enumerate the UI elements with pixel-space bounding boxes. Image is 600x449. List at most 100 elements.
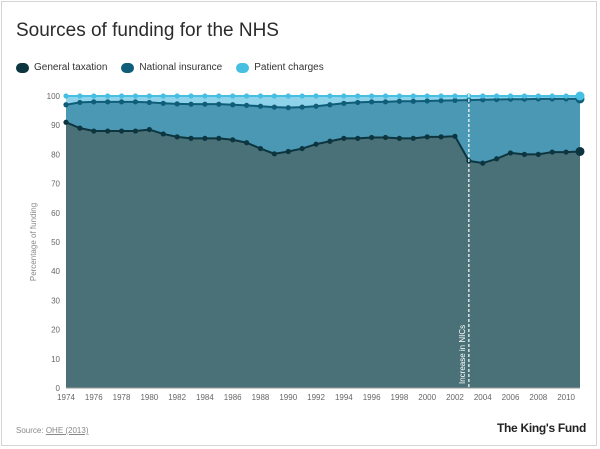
legend-swatch	[236, 62, 250, 73]
y-tick-label: 50	[51, 238, 60, 247]
data-point-national-insurance	[396, 98, 403, 104]
data-point-patient-charges	[243, 93, 250, 99]
data-point-national-insurance	[216, 101, 222, 107]
area-patient-charges	[66, 96, 580, 108]
data-point-patient-charges	[438, 93, 444, 99]
y-axis-label: Percentage of funding	[29, 203, 38, 281]
data-point-general-taxation	[494, 156, 500, 162]
data-point-national-insurance	[438, 98, 444, 104]
data-point-patient-charges	[452, 93, 458, 99]
x-tick-label: 1982	[168, 393, 186, 402]
data-point-patient-charges	[216, 93, 222, 99]
y-tick-label: 0	[56, 384, 61, 393]
data-point-general-taxation	[521, 151, 528, 157]
data-point-general-taxation	[480, 160, 486, 166]
data-point-patient-charges	[382, 93, 389, 99]
data-point-patient-charges	[271, 93, 277, 99]
data-point-general-taxation	[160, 131, 166, 137]
data-point-general-taxation	[285, 148, 291, 155]
data-point-general-taxation	[396, 135, 403, 141]
data-point-general-taxation	[341, 135, 347, 141]
data-point-general-taxation	[105, 128, 111, 134]
x-tick-label: 2002	[446, 393, 464, 402]
data-point-national-insurance	[91, 99, 97, 105]
data-point-general-taxation	[299, 145, 305, 152]
data-point-general-taxation	[243, 140, 250, 146]
data-point-patient-charges	[299, 93, 305, 99]
y-tick-label: 30	[51, 296, 60, 305]
data-point-general-taxation	[382, 134, 389, 141]
data-point-national-insurance	[118, 99, 125, 105]
x-tick-label: 1998	[391, 393, 409, 402]
y-tick-label: 70	[51, 180, 60, 189]
data-point-national-insurance	[132, 99, 139, 105]
brand-logo: The King's Fund	[496, 421, 586, 435]
data-point-patient-charges	[549, 93, 555, 99]
data-point-patient-charges	[91, 93, 97, 99]
y-tick-label: 100	[47, 92, 61, 101]
data-point-general-taxation	[313, 141, 319, 147]
data-point-patient-charges	[160, 93, 166, 99]
data-point-patient-charges	[424, 93, 430, 99]
data-point-national-insurance	[63, 102, 69, 108]
data-point-national-insurance	[230, 102, 236, 108]
x-tick-label: 1988	[252, 393, 270, 402]
data-point-patient-charges	[327, 93, 333, 99]
x-tick-label: 1986	[224, 393, 242, 402]
data-point-national-insurance	[105, 99, 111, 105]
area-national-insurance	[66, 98, 580, 164]
data-point-general-taxation	[410, 135, 416, 141]
x-tick-label: 1978	[113, 393, 131, 402]
data-point-general-taxation	[132, 128, 139, 134]
data-point-patient-charges	[230, 93, 236, 99]
y-tick-label: 60	[51, 209, 60, 218]
data-point-patient-charges	[575, 91, 585, 101]
source-link[interactable]: OHE (2013)	[45, 426, 89, 435]
data-point-national-insurance	[410, 98, 416, 104]
data-point-general-taxation	[327, 138, 333, 144]
y-tick-label: 40	[51, 267, 60, 276]
area-general-taxation	[66, 122, 580, 388]
data-point-patient-charges	[257, 93, 264, 99]
data-point-general-taxation	[216, 135, 222, 141]
data-point-national-insurance	[452, 97, 458, 103]
x-tick-label: 1990	[279, 393, 297, 402]
data-point-general-taxation	[424, 134, 430, 140]
data-point-national-insurance	[355, 99, 361, 106]
x-tick-label: 1976	[85, 393, 103, 402]
data-point-general-taxation	[549, 149, 555, 155]
data-point-general-taxation	[535, 151, 541, 157]
data-point-national-insurance	[174, 101, 180, 107]
data-point-general-taxation	[271, 151, 277, 157]
data-point-patient-charges	[132, 93, 139, 99]
data-point-general-taxation	[563, 149, 569, 155]
data-point-national-insurance	[327, 102, 333, 108]
y-tick-label: 90	[51, 121, 60, 130]
data-point-patient-charges	[563, 93, 569, 99]
source-note: Source: OHE (2013)	[16, 426, 89, 435]
chart-title: Sources of funding for the NHS	[16, 20, 279, 41]
data-point-national-insurance	[77, 99, 83, 106]
legend-label: Patient charges	[254, 62, 324, 73]
annotation-label: Increase in NICs	[458, 325, 467, 384]
x-tick-label: 1996	[363, 393, 381, 402]
data-point-general-taxation	[174, 134, 180, 140]
data-point-general-taxation	[452, 133, 458, 139]
data-point-patient-charges	[355, 93, 361, 99]
data-point-patient-charges	[285, 93, 291, 99]
data-point-general-taxation	[257, 145, 264, 152]
x-tick-label: 2006	[502, 393, 520, 402]
legend-label: General taxation	[34, 62, 108, 73]
data-point-national-insurance	[341, 100, 347, 106]
legend-swatch	[121, 62, 135, 73]
data-point-national-insurance	[369, 99, 375, 105]
legend-item-patient-charges: Patient charges	[236, 62, 324, 73]
data-point-general-taxation	[575, 146, 585, 156]
data-point-patient-charges	[146, 93, 152, 99]
data-point-national-insurance	[299, 104, 305, 110]
data-point-general-taxation	[146, 126, 152, 133]
data-point-general-taxation	[188, 135, 194, 141]
data-point-general-taxation	[63, 119, 69, 125]
x-tick-label: 1992	[307, 393, 325, 402]
